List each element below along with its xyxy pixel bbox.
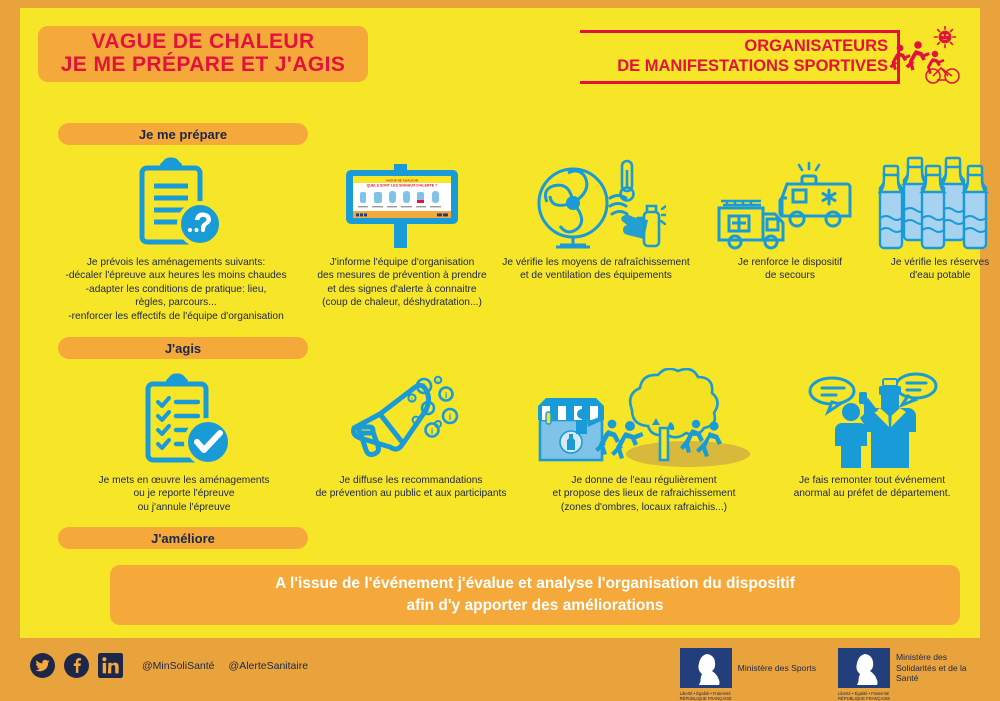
poster-title: VAGUE DE CHALEUR JE ME PRÉPARE ET J'AGIS bbox=[38, 26, 368, 82]
water-stand-tree-shade-icon bbox=[536, 368, 752, 468]
card-caption: Je renforce le dispositif de secours bbox=[706, 256, 874, 283]
megaphone-info-icon: i i i i i i i i i bbox=[346, 372, 476, 468]
card-prepare-5: Je vérifie les réserves d'eau potable bbox=[872, 154, 1000, 283]
audience-line-1: ORGANISATEURS bbox=[578, 36, 888, 56]
card-icon-wrap bbox=[706, 154, 874, 250]
section-header-ameliore: J'améliore bbox=[58, 527, 308, 549]
marianne-logo: Liberté • Égalité • Fraternité RÉPUBLIQU… bbox=[680, 648, 732, 688]
title-line-2: JE ME PRÉPARE ET J'AGIS bbox=[61, 54, 346, 77]
card-agis-1: Je mets en œuvre les aménagements ou je … bbox=[68, 368, 300, 514]
card-prepare-4: Je renforce le dispositif de secours bbox=[706, 154, 874, 283]
card-agis-2: i i i i i i i i i Je diffuse les recomma… bbox=[306, 368, 516, 501]
card-icon-wrap bbox=[772, 368, 972, 468]
card-caption: Je vérifie les réserves d'eau potable bbox=[872, 256, 1000, 283]
svg-text:i: i bbox=[437, 379, 438, 384]
card-caption: Je prévois les aménagements suivants: -d… bbox=[50, 256, 302, 323]
svg-text:i: i bbox=[449, 412, 452, 422]
marianne-silhouette-icon bbox=[683, 651, 729, 685]
svg-text:i: i bbox=[427, 405, 429, 414]
card-prepare-1: Je prévois les aménagements suivants: -d… bbox=[50, 154, 302, 323]
card-agis-3: Je donne de l'eau régulièrement et propo… bbox=[530, 368, 758, 514]
marianne-logo: Liberté • Égalité • Fraternité RÉPUBLIQU… bbox=[838, 648, 890, 688]
svg-text:i: i bbox=[445, 390, 447, 400]
water-bottles-icon bbox=[878, 156, 1000, 250]
twitter-icon[interactable] bbox=[30, 653, 55, 678]
handle-minsolisante[interactable]: @MinSoliSanté bbox=[142, 660, 215, 672]
marianne-silhouette-icon bbox=[841, 651, 887, 685]
runners-cyclist-sun-icon bbox=[888, 26, 960, 88]
sport-icons-group bbox=[888, 26, 960, 88]
card-icon-wrap: i i i i i i i i i bbox=[306, 368, 516, 468]
card-icon-wrap: VAGUE DE CHALEUR QUELS SONT LES SIGNAUX … bbox=[302, 154, 502, 250]
card-caption: Je diffuse les recommandations de préven… bbox=[306, 474, 516, 501]
audience-header: ORGANISATEURS DE MANIFESTATIONS SPORTIVE… bbox=[560, 26, 960, 98]
card-caption: Je donne de l'eau régulièrement et propo… bbox=[530, 474, 758, 514]
card-caption: J'informe l'équipe d'organisation des me… bbox=[302, 256, 502, 310]
card-icon-wrap bbox=[530, 368, 758, 468]
conclusion-banner: A l'issue de l'événement j'évalue et ana… bbox=[110, 565, 960, 625]
water-stand-icon bbox=[538, 398, 604, 460]
card-icon-wrap bbox=[68, 368, 300, 468]
poster-footer: @MinSoliSanté @AlerteSanitaire Liberté •… bbox=[0, 638, 1000, 700]
handle-alertesanitaire[interactable]: @AlerteSanitaire bbox=[229, 660, 309, 672]
svg-text:i: i bbox=[415, 419, 416, 425]
billboard-poster-icon: VAGUE DE CHALEUR QUELS SONT LES SIGNAUX … bbox=[327, 156, 477, 250]
banner-line-2: afin d'y apporter des améliorations bbox=[407, 595, 664, 617]
audience-text: ORGANISATEURS DE MANIFESTATIONS SPORTIVE… bbox=[578, 36, 888, 77]
clipboard-question-icon bbox=[124, 156, 228, 250]
republic-text: RÉPUBLIQUE FRANÇAISE bbox=[680, 696, 732, 701]
clipboard-checklist-validated-icon bbox=[132, 372, 236, 468]
card-icon-wrap bbox=[490, 154, 702, 250]
social-handles: @MinSoliSanté @AlerteSanitaire bbox=[142, 660, 308, 672]
ambulance-icon bbox=[780, 163, 850, 226]
republic-text: RÉPUBLIQUE FRANÇAISE bbox=[838, 696, 890, 701]
ministry-logo-solidarites: Liberté • Égalité • Fraternité RÉPUBLIQU… bbox=[838, 648, 982, 688]
card-caption: Je fais remonter tout événement anormal … bbox=[772, 474, 972, 501]
social-links: @MinSoliSanté @AlerteSanitaire bbox=[30, 653, 308, 678]
card-caption: Je mets en œuvre les aménagements ou je … bbox=[68, 474, 300, 514]
poster-canvas: VAGUE DE CHALEUR JE ME PRÉPARE ET J'AGIS… bbox=[20, 8, 980, 638]
linkedin-icon[interactable] bbox=[98, 653, 123, 678]
motto-text: Liberté • Égalité • Fraternité bbox=[680, 691, 731, 696]
republic-motto: Liberté • Égalité • Fraternité RÉPUBLIQU… bbox=[838, 691, 894, 701]
card-agis-4: Je fais remonter tout événement anormal … bbox=[772, 368, 972, 501]
title-line-1: VAGUE DE CHALEUR bbox=[91, 31, 314, 54]
svg-text:i: i bbox=[437, 422, 438, 427]
speech-bubble-icon bbox=[896, 374, 936, 405]
fan-thermometer-spray-icon bbox=[526, 156, 666, 250]
facebook-icon[interactable] bbox=[64, 653, 89, 678]
firetruck-ambulance-icon bbox=[715, 156, 865, 250]
svg-text:QUELS SONT LES SIGNAUX D'ALERT: QUELS SONT LES SIGNAUX D'ALERTE ? bbox=[367, 184, 438, 188]
card-caption: Je vérifie les moyens de rafraîchissemen… bbox=[490, 256, 702, 283]
svg-text:i: i bbox=[431, 426, 433, 436]
card-icon-wrap bbox=[50, 154, 302, 250]
card-icon-wrap bbox=[872, 154, 1000, 250]
card-prepare-3: Je vérifie les moyens de rafraîchissemen… bbox=[490, 154, 702, 283]
cyclist-icon bbox=[926, 51, 959, 83]
ministry-name: Ministère des Solidarités et de la Santé bbox=[896, 652, 982, 683]
motto-text: Liberté • Égalité • Fraternité bbox=[838, 691, 889, 696]
angry-sun-icon bbox=[935, 27, 956, 48]
fire-truck-icon bbox=[719, 201, 783, 248]
ministry-logo-sports: Liberté • Égalité • Fraternité RÉPUBLIQU… bbox=[680, 648, 816, 688]
section-header-prepare: Je me prépare bbox=[58, 123, 308, 145]
audience-line-2: DE MANIFESTATIONS SPORTIVES bbox=[578, 56, 888, 76]
phone-call-prefect-icon bbox=[802, 368, 942, 468]
svg-text:VAGUE DE CHALEUR: VAGUE DE CHALEUR bbox=[386, 178, 419, 182]
ministry-name: Ministère des Sports bbox=[738, 663, 816, 673]
ministry-logos: Liberté • Égalité • Fraternité RÉPUBLIQU… bbox=[680, 648, 982, 688]
card-prepare-2: VAGUE DE CHALEUR QUELS SONT LES SIGNAUX … bbox=[302, 154, 502, 310]
svg-text:i: i bbox=[423, 382, 426, 392]
republic-motto: Liberté • Égalité • Fraternité RÉPUBLIQU… bbox=[680, 691, 736, 701]
banner-line-1: A l'issue de l'événement j'évalue et ana… bbox=[275, 573, 795, 595]
section-header-agis: J'agis bbox=[58, 337, 308, 359]
